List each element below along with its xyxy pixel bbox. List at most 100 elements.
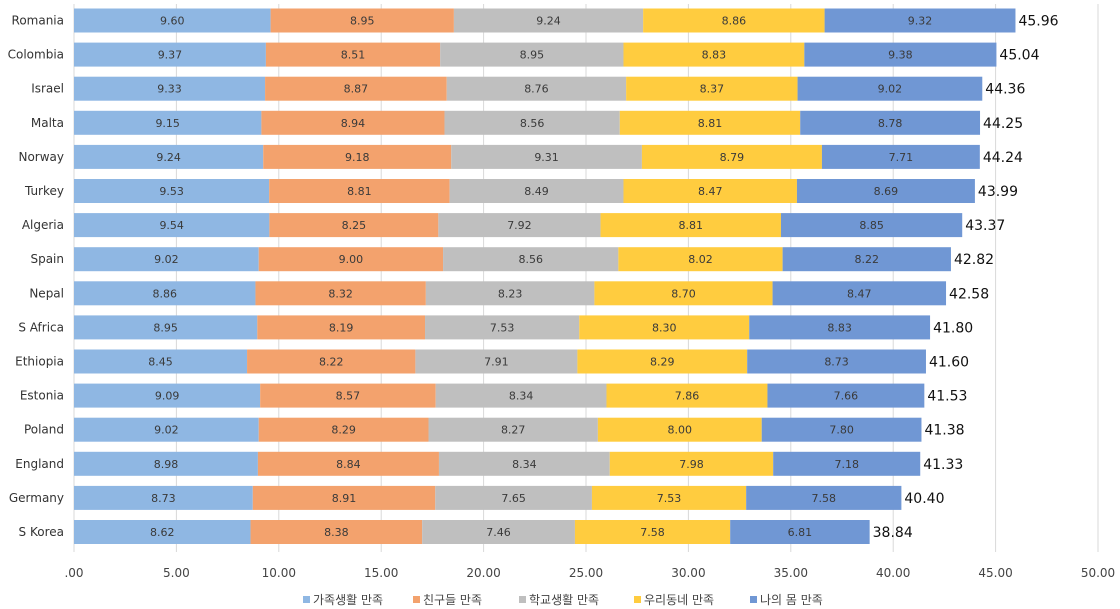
bar-segment: [428, 417, 598, 442]
x-tick-label: 20.00: [466, 566, 500, 580]
total-value-label: 41.53: [927, 389, 967, 405]
segment-value-label: 7.91: [484, 356, 509, 369]
x-tick-label: 35.00: [774, 566, 808, 580]
category-label: Romania: [12, 14, 64, 28]
bar-segment: [257, 451, 439, 476]
segment-value-label: 8.51: [341, 49, 366, 62]
legend-item: 나의 몸 만족: [750, 593, 823, 607]
bar-segment: [435, 485, 592, 510]
legend-label: 친구들 만족: [423, 593, 482, 607]
segment-value-label: 8.86: [152, 287, 177, 300]
segment-value-label: 8.94: [341, 117, 366, 130]
category-label: Germany: [9, 491, 64, 505]
bar-segment: [591, 485, 747, 510]
bar-segment: [772, 281, 947, 306]
bar-segment: [74, 247, 259, 272]
category-label: England: [15, 457, 64, 471]
legend-swatch: [750, 596, 757, 603]
bar-segment: [269, 179, 450, 203]
bar-segment: [438, 213, 601, 238]
bar-segment: [257, 315, 426, 340]
segment-value-label: 8.69: [874, 185, 899, 198]
bar-segment: [74, 76, 266, 101]
x-axis-tick-labels: .00 5.00 10.00 15.00 20.00 25.00 30.00 35.00 40.…: [64, 566, 1115, 580]
bar-segment: [767, 383, 925, 408]
bar-segment: [258, 247, 444, 272]
x-tick-label: 10.00: [262, 566, 296, 580]
segment-value-label: 8.95: [350, 15, 375, 28]
bar-segment: [263, 144, 452, 169]
x-tick-label: 30.00: [671, 566, 705, 580]
segment-value-label: 8.57: [336, 390, 361, 403]
bar-segment: [626, 76, 798, 101]
bar-segment: [74, 451, 258, 476]
legend-item: 학교생활 만족: [519, 593, 599, 607]
category-label: S Africa: [18, 320, 64, 334]
x-tick-label: 25.00: [569, 566, 603, 580]
bar-segment: [74, 144, 264, 169]
segment-labels: 9.60 8.95 9.24 8.86 9.32 9.37 8.51 8.95 8.83 9.38…: [148, 15, 932, 540]
bar-segment: [619, 110, 801, 135]
segment-value-label: 8.23: [498, 287, 523, 300]
total-value-label: 44.36: [985, 82, 1025, 98]
segment-value-label: 8.29: [650, 356, 675, 369]
bar-segment: [74, 315, 258, 340]
bar-segment: [269, 213, 439, 238]
segment-value-label: 8.19: [329, 321, 354, 334]
segment-value-label: 9.31: [534, 151, 559, 164]
bar-segment: [609, 451, 774, 476]
segment-value-label: 8.56: [520, 117, 545, 130]
bar-segment: [749, 315, 931, 340]
segment-value-label: 8.49: [524, 185, 549, 198]
bar-segment: [74, 349, 248, 374]
segment-value-label: 7.58: [640, 526, 665, 539]
bar-segment: [597, 417, 762, 442]
segment-value-label: 9.09: [155, 390, 180, 403]
bar-segment: [270, 8, 454, 33]
legend: 가족생활 만족 친구들 만족 학교생활 만족 우리동네 만족 나의 몸 만족: [303, 593, 823, 607]
total-value-label: 41.38: [924, 423, 964, 439]
bar-segment: [250, 520, 423, 544]
legend-swatch: [413, 596, 420, 603]
segment-value-label: 8.87: [344, 83, 369, 96]
bar-segment: [747, 349, 926, 374]
total-value-label: 42.82: [954, 252, 994, 268]
segment-value-label: 7.58: [812, 492, 837, 505]
bar-segment: [451, 144, 642, 169]
total-labels: 45.96 45.04 44.36 44.25 44.24 43.99 43.37 42.82…: [873, 14, 1059, 542]
segment-value-label: 8.76: [524, 83, 549, 96]
segment-value-label: 8.25: [342, 219, 367, 232]
segment-value-label: 9.54: [159, 219, 184, 232]
total-value-label: 41.33: [923, 457, 963, 473]
legend-swatch: [519, 596, 526, 603]
segment-value-label: 7.46: [486, 526, 511, 539]
segment-value-label: 7.86: [675, 390, 700, 403]
bar-segment: [425, 281, 595, 306]
segment-value-label: 9.02: [154, 424, 179, 437]
bar-segment: [761, 417, 922, 442]
bar-segment: [265, 42, 441, 67]
total-value-label: 44.25: [983, 116, 1023, 132]
legend-item: 가족생활 만족: [303, 593, 383, 607]
legend-label: 가족생활 만족: [313, 593, 383, 607]
segment-value-label: 7.66: [834, 390, 859, 403]
segment-value-label: 8.34: [512, 458, 537, 471]
bar-segment: [600, 213, 781, 238]
segment-value-label: 8.95: [520, 49, 545, 62]
segment-value-label: 9.33: [157, 83, 182, 96]
segment-value-label: 8.62: [150, 526, 175, 539]
category-labels: Romania Colombia Israel Malta Norway Turkey Al…: [8, 14, 64, 540]
bar-segment: [730, 520, 870, 544]
bar-segment: [261, 110, 445, 135]
bar-segment: [252, 485, 436, 510]
bar-segment: [260, 383, 436, 408]
segment-value-label: 9.15: [155, 117, 180, 130]
bar-segment: [422, 520, 575, 544]
segment-value-label: 7.53: [657, 492, 682, 505]
x-tick-label: 5.00: [163, 566, 190, 580]
segment-value-label: 8.70: [671, 287, 696, 300]
x-tick-label: .00: [64, 566, 83, 580]
bar-segment: [796, 179, 975, 203]
segment-value-label: 8.91: [332, 492, 357, 505]
segment-value-label: 8.95: [153, 321, 178, 334]
